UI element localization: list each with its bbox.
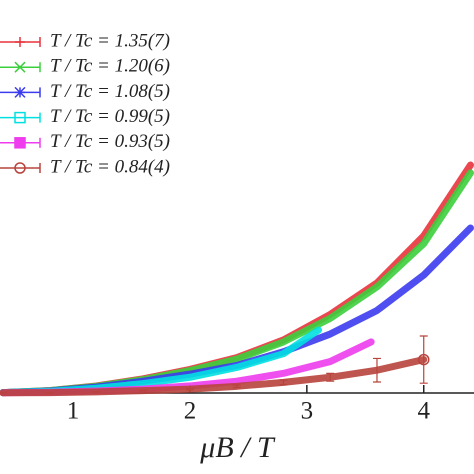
- error-bar: [279, 379, 288, 386]
- error-bar: [232, 384, 241, 389]
- legend-label: T / Tc = 0.84(4): [50, 156, 170, 177]
- error-bar: [419, 335, 428, 384]
- legend-marker: [14, 86, 26, 98]
- x-axis-label: μB / T: [199, 431, 276, 464]
- legend-marker: [14, 137, 26, 149]
- error-bar: [372, 357, 381, 383]
- error-bar: [139, 389, 148, 392]
- x-tick-label: 3: [301, 398, 314, 425]
- legend-label: T / Tc = 0.99(5): [50, 106, 170, 127]
- error-bar: [326, 372, 335, 382]
- legend-label: T / Tc = 1.08(5): [50, 81, 170, 102]
- end-marker: [417, 353, 430, 366]
- series-line: [0, 169, 474, 397]
- legend-marker: [15, 37, 25, 47]
- series-line: [0, 356, 428, 397]
- legend-label: T / Tc = 1.20(6): [50, 56, 170, 77]
- legend-label: T / Tc = 0.93(5): [50, 131, 170, 152]
- legend-label: T / Tc = 1.35(7): [50, 30, 170, 51]
- error-bar: [92, 390, 101, 393]
- error-bar: [185, 387, 194, 391]
- x-tick-label: 1: [67, 398, 80, 425]
- legend-marker: [14, 111, 26, 124]
- x-tick-label: 4: [417, 398, 430, 425]
- legend-marker: [14, 162, 26, 174]
- x-tick-label: 2: [184, 398, 197, 425]
- legend-marker: [14, 61, 26, 73]
